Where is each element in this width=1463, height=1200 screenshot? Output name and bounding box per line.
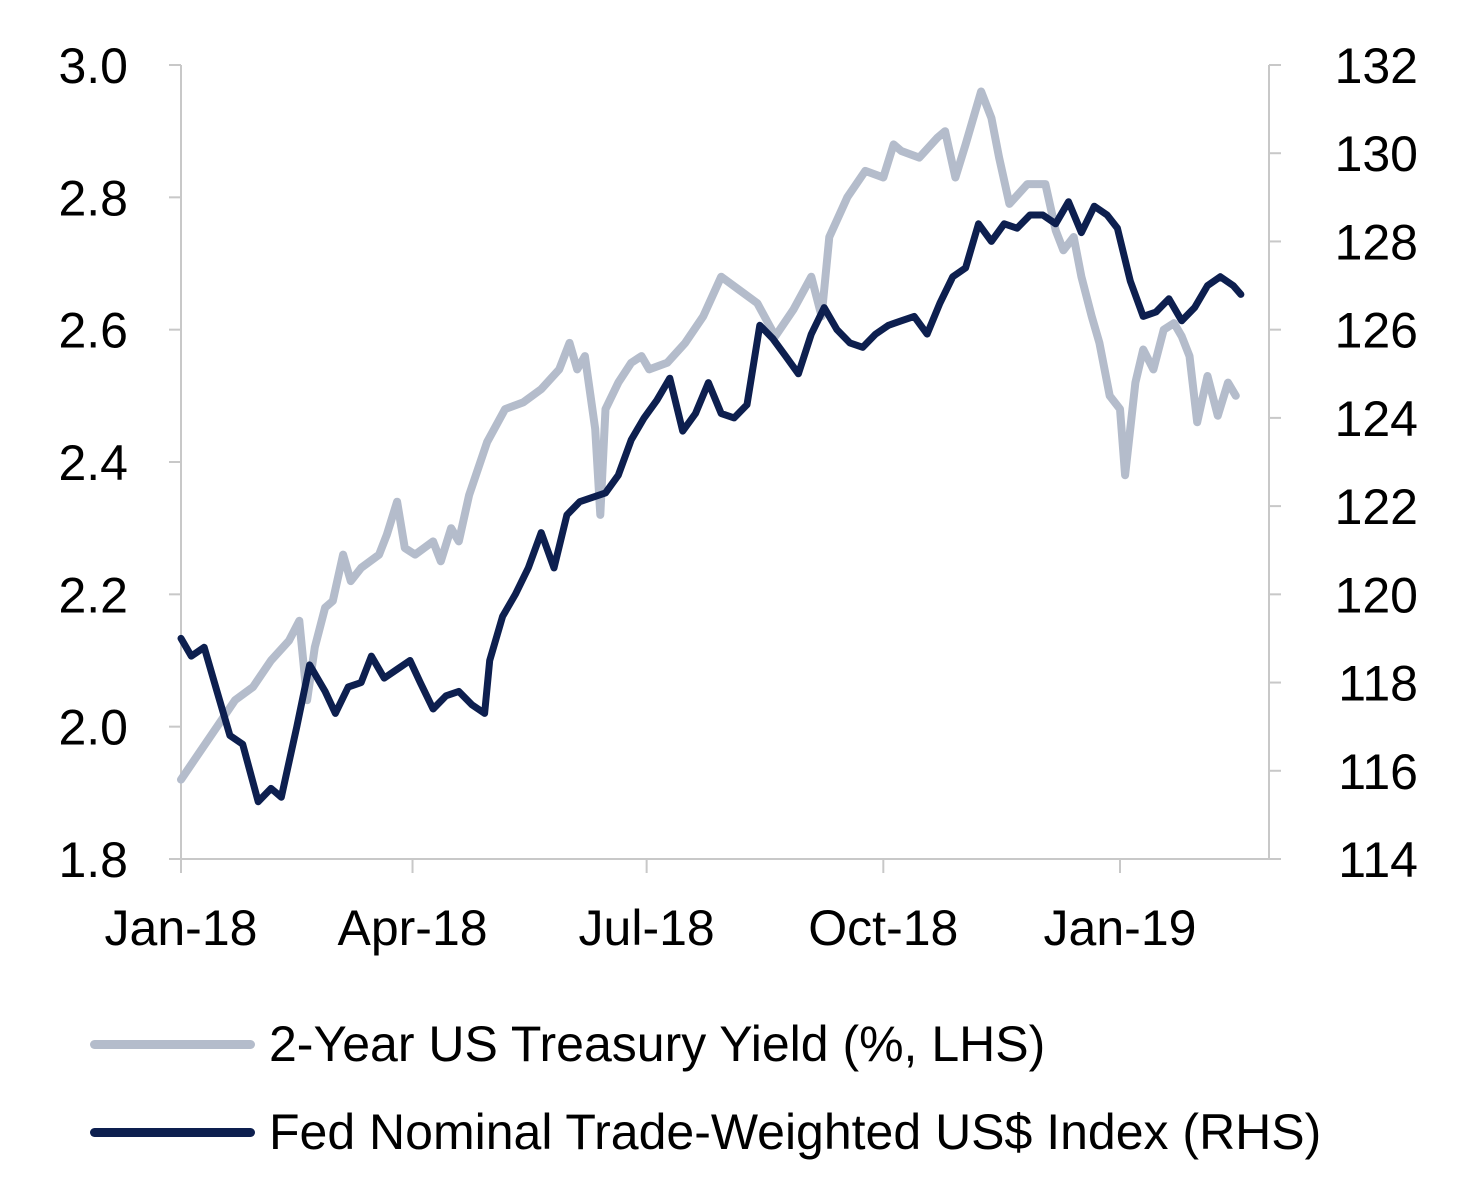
right-tick-label: 124: [1335, 391, 1418, 447]
right-tick-label: 126: [1335, 303, 1418, 359]
series-line-index: [177, 198, 1245, 806]
right-tick-label: 120: [1335, 567, 1418, 623]
left-tick-label: 2.2: [58, 567, 128, 623]
legend-swatch-yield: [90, 1039, 255, 1049]
right-tick-label: 132: [1335, 38, 1418, 94]
left-tick-label: 2.4: [58, 435, 128, 491]
left-tick-label: 3.0: [58, 38, 128, 94]
right-tick-label: 130: [1335, 126, 1418, 182]
legend: 2-Year US Treasury Yield (%, LHS) Fed No…: [90, 1000, 1321, 1176]
legend-label-index: Fed Nominal Trade-Weighted US$ Index (RH…: [269, 1104, 1322, 1160]
legend-swatch-index: [90, 1127, 255, 1137]
x-tick-label: Jul-18: [579, 900, 715, 956]
legend-label-yield: 2-Year US Treasury Yield (%, LHS): [269, 1016, 1046, 1072]
legend-item-yield: 2-Year US Treasury Yield (%, LHS): [90, 1000, 1321, 1088]
left-tick-label: 2.8: [58, 170, 128, 226]
legend-item-index: Fed Nominal Trade-Weighted US$ Index (RH…: [90, 1088, 1321, 1176]
left-tick-label: 2.6: [58, 303, 128, 359]
left-tick-label: 1.8: [58, 832, 128, 888]
labels-layer: 1.8 2.0 2.2 2.4 2.6 2.8 3.0 114 116 118 120 122 124 1…: [58, 38, 1418, 956]
axes-layer: [169, 64, 1281, 873]
x-tick-label: Oct-18: [808, 900, 958, 956]
left-tick-label: 2.0: [58, 700, 128, 756]
right-tick-label: 128: [1335, 214, 1418, 270]
lines-layer: [177, 87, 1245, 806]
right-tick-label: 118: [1338, 656, 1418, 712]
series-line-yield: [177, 87, 1240, 784]
x-tick-label: Apr-18: [337, 900, 487, 956]
right-tick-label: 122: [1335, 479, 1418, 535]
x-tick-label: Jan-19: [1044, 900, 1197, 956]
x-tick-label: Jan-18: [105, 900, 258, 956]
right-tick-label: 114: [1338, 832, 1418, 888]
right-tick-label: 116: [1338, 744, 1418, 800]
